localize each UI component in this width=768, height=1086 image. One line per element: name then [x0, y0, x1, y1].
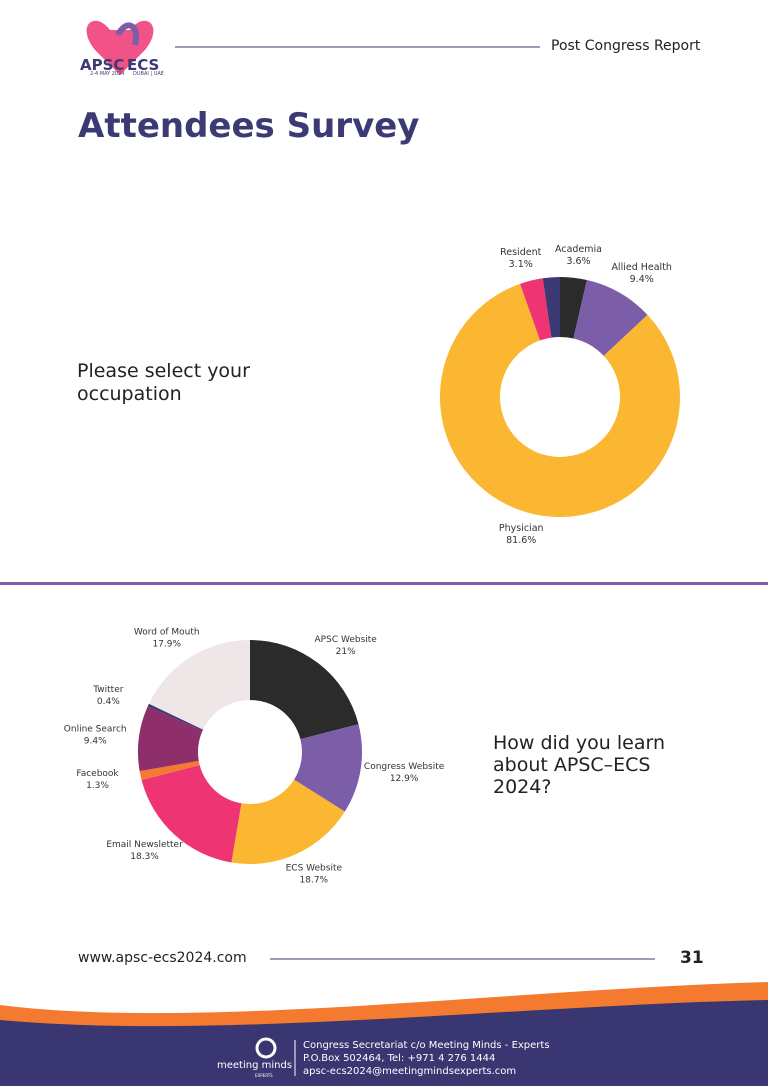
slice-label: APSC Website [315, 635, 378, 645]
slice-label: Allied Health [611, 262, 672, 273]
footer-url: www.apsc-ecs2024.com [78, 950, 247, 966]
logo-left: APSC [80, 56, 125, 74]
donut-slice [231, 779, 345, 865]
contact-line: Congress Secretariat c/o Meeting Minds -… [303, 1040, 550, 1051]
donut-slice [520, 278, 552, 341]
slice-label: Email Newsletter [106, 840, 183, 850]
logo-stroke [115, 22, 139, 46]
slice-label: Facebook [76, 769, 119, 779]
slice-label: Academia [555, 244, 602, 255]
page-title: Attendees Survey [78, 106, 420, 146]
question: Please select your occupation [77, 360, 250, 405]
donut-slice [139, 760, 200, 781]
slice-value: 3.1% [509, 259, 533, 270]
org-sub: EXPERTS [255, 1073, 273, 1078]
slice-value: 81.6% [506, 535, 536, 546]
logo-right: ECS [127, 56, 160, 74]
slice-label: ECS Website [286, 863, 343, 873]
slice-value: 9.4% [630, 274, 654, 285]
slice-label: Word of Mouth [134, 628, 200, 638]
slice-value: 12.9% [390, 774, 419, 784]
slice-label: Twitter [92, 685, 123, 695]
slice-value: 18.3% [130, 852, 159, 862]
donut-slice [560, 277, 587, 339]
logo-place: DUBAI | UAE [133, 71, 164, 77]
slice-label: Congress Website [364, 762, 445, 772]
donut-slice [138, 706, 203, 772]
page-number: 31 [680, 948, 704, 968]
section-divider [0, 582, 768, 585]
footer-band [0, 1000, 768, 1086]
report-label: Post Congress Report [551, 38, 701, 54]
slice-value: 21% [336, 647, 356, 657]
slice-label: Physician [499, 523, 544, 534]
slice-value: 3.6% [566, 256, 590, 267]
logo-dates: 2-4 MAY 2024 [90, 71, 125, 77]
slice-value: 17.9% [152, 640, 181, 650]
donut-slice [542, 277, 560, 338]
org-name: meeting minds [217, 1060, 293, 1071]
donut-slice [440, 283, 680, 517]
contact-line: P.O.Box 502464, Tel: +971 4 276 1444 [303, 1053, 496, 1064]
slice-value: 9.4% [84, 736, 107, 746]
slice-label: Online Search [64, 724, 127, 734]
slice-value: 18.7% [300, 875, 329, 885]
org-icon [255, 1037, 277, 1059]
donut-slice [148, 640, 250, 730]
contact-line: apsc-ecs2024@meetingmindsexperts.com [303, 1066, 517, 1077]
slice-value: 0.4% [97, 697, 120, 707]
donut-slice [250, 640, 359, 740]
donut-slice [573, 280, 648, 356]
slice-label: Resident [500, 247, 542, 258]
question: How did you learn about APSC–ECS 2024? [493, 732, 666, 798]
slice-value: 1.3% [86, 781, 109, 791]
donut-slice [147, 703, 204, 731]
donut-slice [294, 724, 363, 812]
donut-slice [141, 765, 242, 863]
